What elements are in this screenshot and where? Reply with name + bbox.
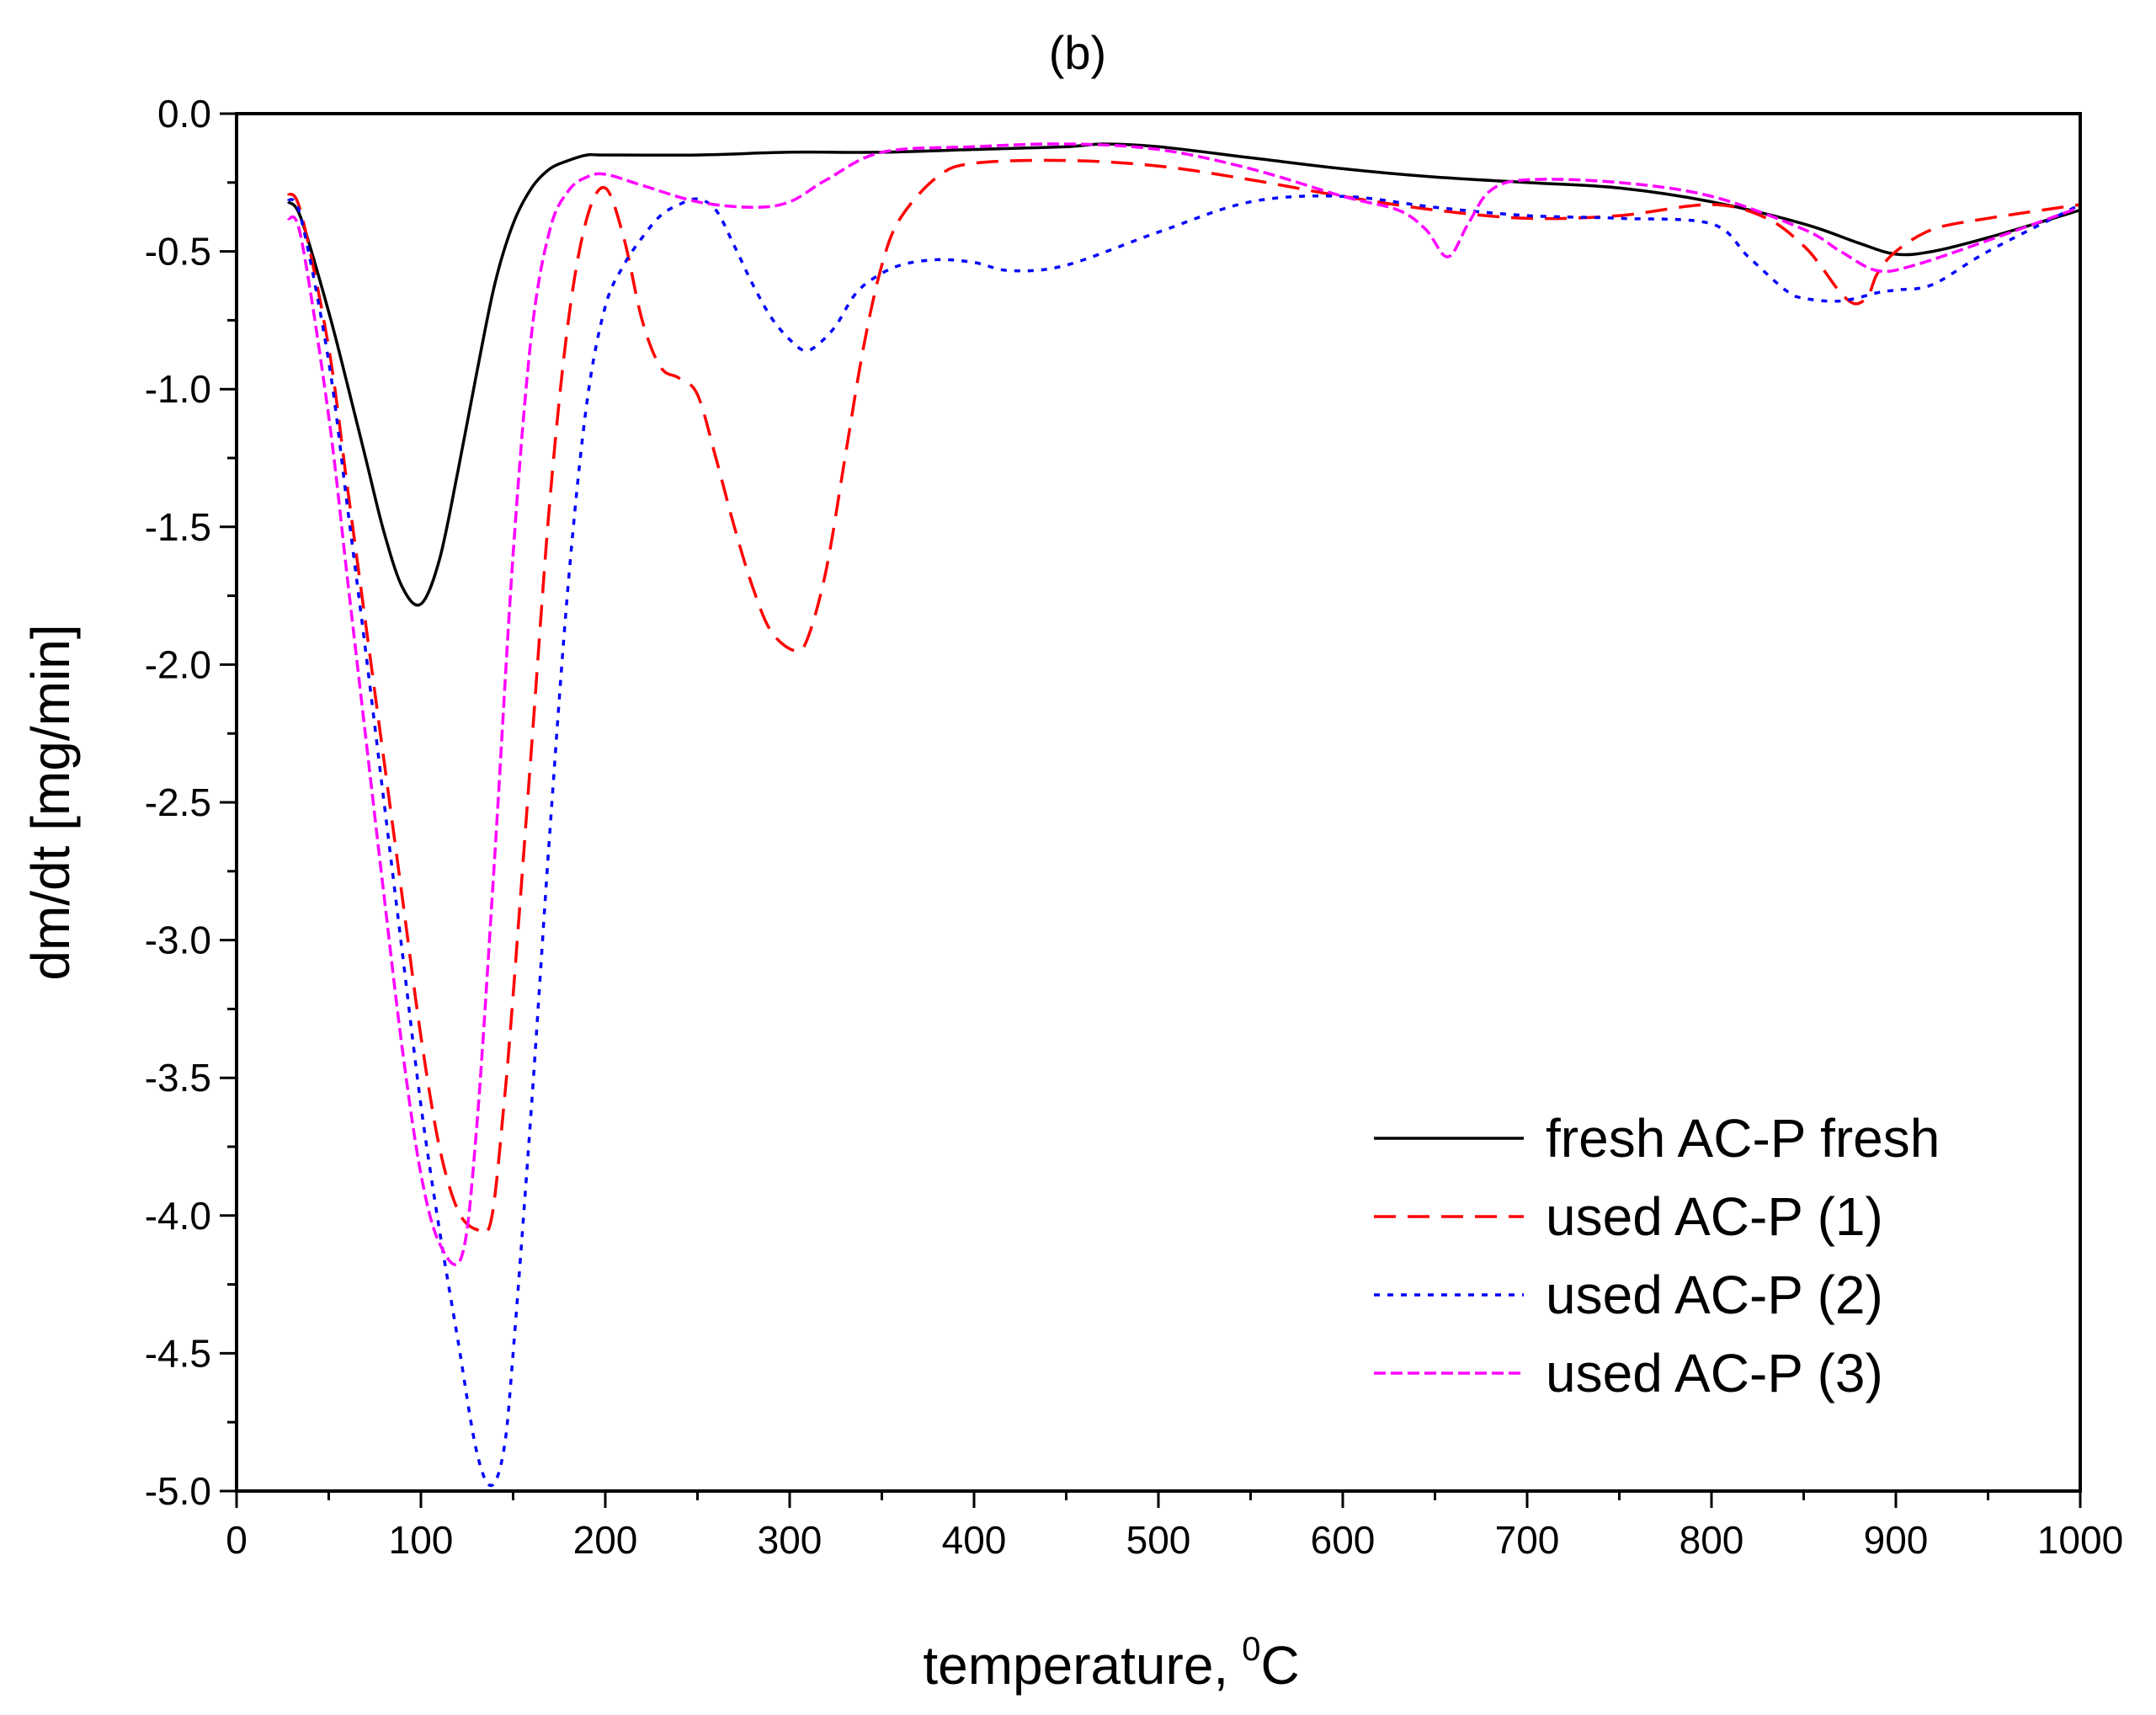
x-axis-ticks: 0 100 200 300 400 500 600 700 800 900 1000 [226, 1491, 2123, 1562]
chart-title: (b) [1049, 26, 1106, 79]
y-axis-ticks: 0.0 -0.5 -1.0 -1.5 -2.0 -2.5 -3.0 -3.5 -4.0 -4.5 -… [145, 92, 237, 1513]
legend-label-1: fresh AC-P fresh [1546, 1108, 1940, 1169]
x-tick-label: 300 [758, 1518, 822, 1562]
y-tick-label: -1.5 [145, 505, 211, 549]
y-tick-label: -4.5 [145, 1331, 211, 1375]
legend-label-3: used AC-P (2) [1546, 1265, 1883, 1325]
y-tick-label: -4.0 [145, 1194, 211, 1238]
y-tick-label: -3.5 [145, 1056, 211, 1100]
x-axis-label: temperature, 0C [923, 1631, 1299, 1696]
legend: fresh AC-P fresh used AC-P (1) used AC-P (… [1374, 1108, 1940, 1403]
y-tick-label: -2.5 [145, 780, 211, 824]
series-line-4 [286, 142, 2081, 1266]
x-tick-label: 400 [942, 1518, 1007, 1562]
y-tick-label: -5.0 [145, 1469, 211, 1513]
y-axis-label: dm/dt [mg/min] [20, 624, 81, 980]
x-tick-label: 1000 [2037, 1518, 2123, 1562]
legend-label-2: used AC-P (1) [1546, 1186, 1883, 1247]
series-line-1 [286, 142, 2081, 607]
x-tick-label: 700 [1495, 1518, 1560, 1562]
x-axis-label-unit: C [1260, 1635, 1299, 1696]
x-axis-label-text: temperature, [923, 1635, 1228, 1696]
legend-label-4: used AC-P (3) [1546, 1343, 1883, 1403]
x-tick-label: 500 [1126, 1518, 1191, 1562]
x-axis-label-sup: 0 [1242, 1631, 1260, 1668]
y-tick-label: -0.5 [145, 230, 211, 274]
y-tick-label: -2.0 [145, 642, 211, 686]
plot-series [286, 142, 2081, 1488]
plot-frame [235, 112, 2082, 1493]
series-line-2 [286, 158, 2081, 1235]
x-tick-label: 600 [1311, 1518, 1376, 1562]
x-tick-label: 800 [1680, 1518, 1744, 1562]
y-tick-label: -1.0 [145, 367, 211, 411]
x-tick-label: 0 [226, 1518, 248, 1562]
x-tick-label: 900 [1864, 1518, 1929, 1562]
x-tick-label: 100 [389, 1518, 454, 1562]
y-tick-label: 0.0 [157, 92, 211, 136]
y-tick-label: -3.0 [145, 919, 211, 962]
x-tick-label: 200 [573, 1518, 638, 1562]
